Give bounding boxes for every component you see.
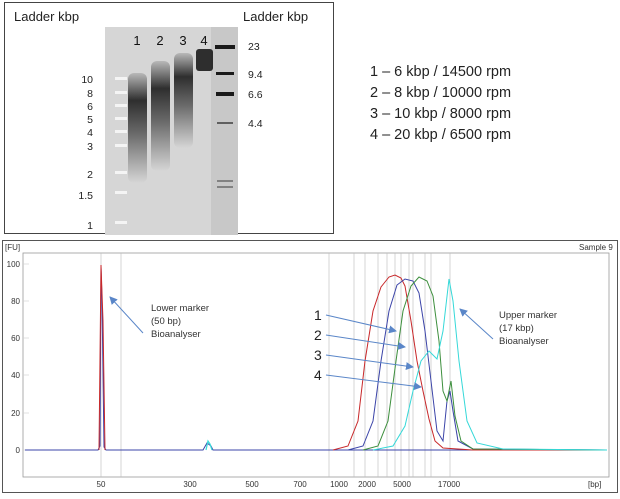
sample-label: Sample 9 (579, 243, 613, 252)
series-label-2: 2 (314, 327, 322, 343)
ladder-label-10: 10 (81, 74, 93, 86)
legend-line-1: 1 – 6 kbp / 14500 rpm (370, 64, 512, 80)
ladder-label-6: 6 (87, 101, 93, 113)
y-tick-40: 40 (11, 371, 20, 380)
ladder-label-3: 3 (87, 141, 93, 153)
series-labels: 1 2 3 4 (314, 307, 322, 383)
ladder-label-9-4: 9.4 (248, 69, 263, 81)
trace-2-blue (347, 278, 608, 451)
series-label-4: 4 (314, 367, 322, 383)
gel-left-title: Ladder kbp (14, 9, 79, 24)
x-tick-50: 50 (97, 480, 106, 489)
ladder-label-4: 4 (87, 127, 93, 139)
lower-marker-line-1: Lower marker (151, 303, 209, 314)
series-arrow-3 (325, 354, 414, 371)
gel-lane-3-smear (174, 53, 193, 148)
y-tick-100: 100 (7, 260, 21, 269)
y-tick-labels: 100 80 60 40 20 0 (7, 260, 21, 455)
x-tick-700: 700 (293, 480, 307, 489)
x-tick-5000: 5000 (393, 480, 411, 489)
series-arrow-1 (325, 314, 397, 334)
y-tick-80: 80 (11, 297, 20, 306)
electropherogram-panel: [FU] Sample 9 (2, 240, 618, 493)
y-unit-label: [FU] (5, 243, 20, 252)
ladder-label-1-5: 1.5 (78, 190, 93, 202)
y-tick-0: 0 (16, 446, 21, 455)
lane-number-2: 2 (156, 33, 163, 48)
x-tick-labels: 50 300 500 700 1000 2000 5000 17000 (97, 480, 461, 489)
gel-svg: Ladder kbp Ladder kbp 1 2 3 4 (14, 9, 308, 235)
gel-right-ladder (215, 45, 235, 188)
x-tick-500: 500 (245, 480, 259, 489)
series-arrow-4 (325, 374, 422, 391)
ladder-label-2: 2 (87, 169, 93, 181)
gel-ladder-lane-right (211, 27, 238, 235)
ladder-label-1: 1 (87, 220, 93, 232)
upper-marker-line-2: (17 kbp) (499, 323, 534, 334)
lane-number-1: 1 (133, 33, 140, 48)
legend-line-2: 2 – 8 kbp / 10000 rpm (370, 85, 512, 101)
y-tick-20: 20 (11, 409, 20, 418)
ladder-label-5: 5 (87, 114, 93, 126)
lane-number-3: 3 (179, 33, 186, 48)
gel-lane-1-smear (128, 73, 147, 183)
gel-lane-2-smear (151, 61, 170, 171)
x-tick-300: 300 (183, 480, 197, 489)
lower-marker-peak-red (98, 264, 106, 451)
series-arrow-2 (325, 334, 406, 350)
plot-gridlines (23, 263, 29, 451)
gel-right-title: Ladder kbp (243, 9, 308, 24)
lower-marker-arrow (109, 296, 144, 334)
legend-line-4: 4 – 20 kbp / 6500 rpm (370, 127, 512, 143)
ladder-label-6-6: 6.6 (248, 89, 263, 101)
series-label-1: 1 (314, 307, 322, 323)
gel-image-panel: Ladder kbp Ladder kbp 1 2 3 4 (4, 2, 334, 235)
legend-panel: 1 – 6 kbp / 14500 rpm 2 – 8 kbp / 10000 … (370, 62, 610, 146)
upper-marker-line-1: Upper marker (499, 310, 557, 321)
gel-right-ladder-labels: 23 9.4 6.6 4.4 (248, 41, 263, 130)
ladder-label-4-4: 4.4 (248, 118, 263, 130)
gel-left-ladder (115, 77, 127, 224)
lower-marker-line-3: Bioanalyser (151, 329, 201, 340)
lower-marker-line-2: (50 bp) (151, 316, 181, 327)
gel-lane-4-band (196, 49, 213, 71)
trace-4-cyan (372, 278, 608, 451)
ladder-label-8: 8 (87, 88, 93, 100)
ladder-label-23: 23 (248, 41, 260, 53)
electropherogram-svg: [FU] Sample 9 (5, 243, 613, 489)
series-arrows (325, 314, 422, 391)
series-label-3: 3 (314, 347, 322, 363)
legend-line-3: 3 – 10 kbp / 8000 rpm (370, 106, 512, 122)
lower-marker-small-peak (205, 439, 213, 451)
plot-frame (22, 252, 610, 478)
x-tick-17000: 17000 (438, 480, 461, 489)
upper-marker-line-3: Bioanalyser (499, 336, 549, 347)
x-tick-2000: 2000 (358, 480, 376, 489)
x-tick-1000: 1000 (330, 480, 348, 489)
x-unit-label: [bp] (588, 480, 601, 489)
y-tick-60: 60 (11, 334, 20, 343)
trace-3-green (362, 276, 608, 451)
lane-number-4: 4 (200, 33, 207, 48)
upper-marker-arrow (459, 308, 494, 340)
trace-1-red (332, 274, 607, 451)
gel-left-ladder-labels: 10 8 6 5 4 3 2 1.5 1 (78, 74, 93, 232)
